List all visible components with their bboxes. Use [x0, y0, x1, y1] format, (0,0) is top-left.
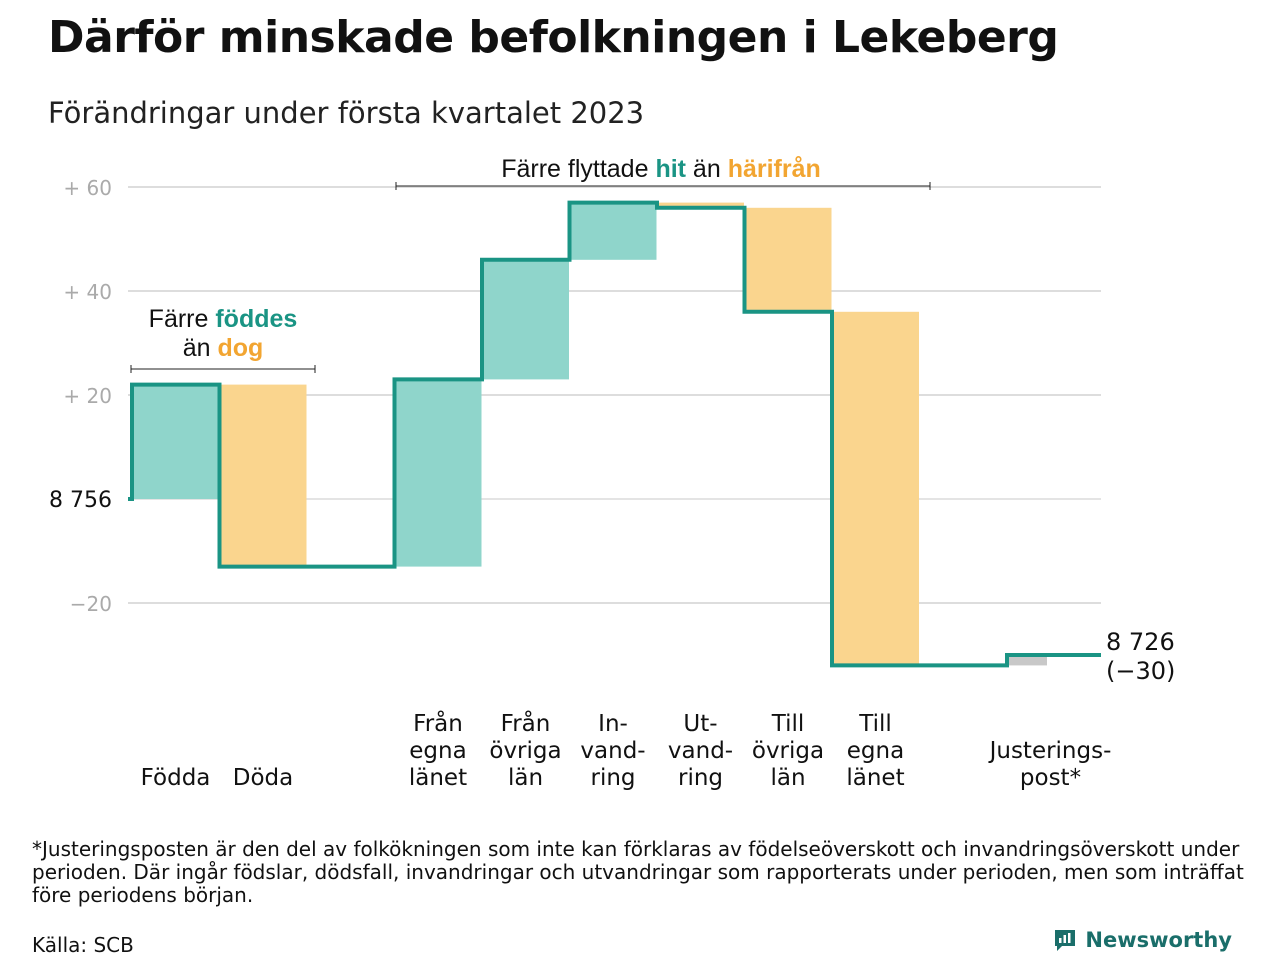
ytick-label: + 20: [63, 384, 112, 408]
category-label: Döda: [233, 765, 293, 791]
bar-8: [744, 207, 832, 312]
category-label: län: [508, 765, 543, 791]
bar-1: [132, 384, 219, 499]
category-label: ring: [678, 765, 723, 791]
source-label: Källa: SCB: [32, 933, 134, 957]
category-label: Från: [413, 709, 463, 737]
bar-7: [657, 202, 744, 208]
annotation-births-line2: än dog: [183, 334, 264, 362]
chart-subtitle: Förändringar under första kvartalet 2023: [48, 96, 645, 130]
category-label: Från: [501, 709, 551, 737]
annotation-births-plain-1: Färre: [149, 305, 216, 333]
category-label: egna: [409, 738, 466, 764]
brand-name: Newsworthy: [1085, 928, 1232, 952]
category-label: ring: [590, 765, 635, 791]
category-label: vand-: [580, 738, 645, 764]
annotation-migration-plain-2: än: [686, 155, 728, 183]
bar-4: [394, 379, 482, 567]
bar-9: [832, 311, 919, 666]
end-change-label: (−30): [1106, 657, 1175, 685]
newsworthy-logo-icon: [1055, 930, 1076, 951]
category-labels: Födda DödaFrånegnalänetFrånövrigalänIn-va…: [141, 709, 1112, 791]
category-label: övriga: [752, 738, 824, 764]
bars: [132, 202, 1047, 666]
annotation-births-line1: Färre föddes: [149, 305, 298, 333]
bar-5: [482, 259, 569, 380]
category-label: Födda: [141, 765, 211, 791]
bar-6: [569, 202, 657, 260]
ytick-label-start: 8 756: [49, 488, 112, 513]
footnote: *Justeringsposten är den del av folkökni…: [32, 837, 1244, 907]
ytick-label: + 40: [63, 280, 112, 304]
annotation-migration-plain-1: Färre flyttade: [501, 155, 655, 183]
annotation-births-highlight-teal: föddes: [215, 305, 297, 333]
y-tick-labels: −20 8 756 + 20 + 40 + 60: [49, 176, 112, 616]
step-line: [128, 200, 1101, 668]
cumulative-step-line: [128, 200, 1101, 668]
category-label: egna: [847, 738, 904, 764]
annotation-migration-highlight-teal: hit: [655, 155, 686, 183]
category-label: länet: [409, 765, 467, 791]
category-label: In-: [598, 711, 628, 737]
waterfall-chart: −208 756+ 20+ 40+ 60 Födda DödaFrånegnalä…: [49, 155, 1175, 791]
annotation-births-plain-2: än: [183, 334, 218, 362]
gridlines: [128, 186, 1101, 604]
bar-11: [1007, 655, 1047, 666]
chart-title: Därför minskade befolkningen i Lekeberg: [48, 12, 1059, 63]
category-label: övriga: [489, 738, 561, 764]
annotation-births-highlight-orange: dog: [217, 334, 263, 362]
category-label: Till: [771, 711, 805, 737]
category-label: post*: [1020, 765, 1081, 791]
category-label: Justerings-: [988, 738, 1112, 764]
end-labels: 8 726 (−30): [1106, 628, 1175, 685]
category-label: Till: [858, 711, 892, 737]
category-label: län: [770, 765, 805, 791]
ytick-label: −20: [70, 592, 112, 616]
bar-2: [219, 384, 307, 567]
ytick-label: + 60: [63, 176, 112, 200]
category-label: länet: [846, 765, 904, 791]
category-label: Ut-: [683, 711, 717, 737]
brand-logo[interactable]: Newsworthy: [1053, 928, 1232, 952]
annotation-migration: Färre flyttade hit än härifrån: [501, 155, 821, 183]
annotations: Färre föddes än dog Färre flyttade hit ä…: [130, 155, 931, 373]
end-value-label: 8 726: [1106, 628, 1175, 656]
annotation-migration-highlight-orange: härifrån: [728, 155, 821, 183]
category-label: vand-: [668, 738, 733, 764]
